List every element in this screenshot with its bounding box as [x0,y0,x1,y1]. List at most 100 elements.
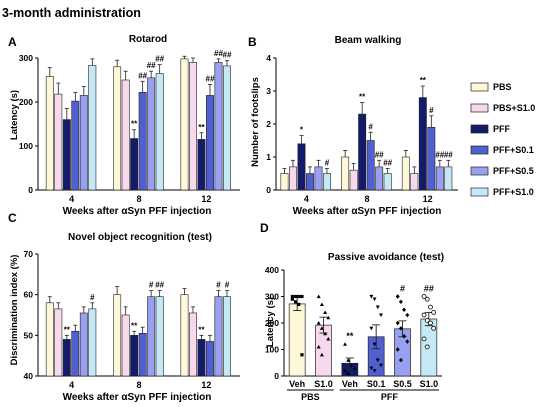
panel-a-bar [121,79,130,191]
panel-c-significance-mark: # [216,281,221,290]
panel-b-bar [410,173,419,191]
panel-d-data-point [346,371,351,375]
panel-d-data-point [293,294,298,299]
panel-d-data-point [319,352,324,357]
panel-c-x-tick-label: 8 [136,380,141,390]
panel-b-bar [401,156,410,191]
panel-d-data-point [372,342,377,347]
panel-d-data-point [378,363,383,368]
panel-d-bar [288,303,306,377]
panel-d-x-tick-label: Veh [342,379,358,389]
panel-b-significance-mark: # [429,106,434,115]
panel-a-significance-mark: ## [138,71,147,80]
panel-d-data-point [375,305,380,310]
panel-d-data-point [343,342,348,346]
panel-d-y-tick-label: 0 [274,371,279,381]
panel-d-data-point [290,297,294,301]
legend-label: PFF [493,124,511,134]
panel-d-significance-mark: # [400,284,405,294]
legend-swatch [470,166,489,176]
panel-a-bar [206,95,214,191]
panel-a-bar [155,73,164,191]
panel-d-data-point [346,358,351,362]
panel-b-bar [289,166,297,191]
panel-a-significance-mark: ## [214,49,223,58]
panel-d-x-tick-label: S1.0 [420,379,439,389]
panel-b-x-tick-label: 4 [304,194,309,204]
panel-c-y-tick-label: 70 [24,249,34,259]
panel-d-data-point [421,336,427,342]
panel-d-data-point [290,294,294,299]
panel-c-significance-mark: ** [64,325,71,334]
panel-b-significance-mark: ## [444,150,453,159]
panel-a-x-tick-label: 8 [136,194,141,204]
legend-swatch [470,103,489,113]
panel-d-data-point [395,320,400,326]
panel-c-bar [88,308,97,377]
panel-c-y-tick-label: 40 [24,371,34,381]
panel-c-bar [214,296,223,377]
panel-d-data-point [421,294,427,299]
panel-d-significance-mark: ** [346,331,354,341]
panel-d-data-point [343,368,348,373]
panel-d-data-point [297,294,301,299]
panel-c-significance-mark: ** [131,321,138,330]
panel-d-data-point [372,369,377,373]
legend-swatch [470,124,489,134]
panel-d-data-point [316,294,321,299]
panel-a-x-tick-label: 4 [69,194,74,204]
panel-a-y-tick-label: 0 [28,185,33,195]
panel-c-bar [79,312,88,377]
legend-swatch [470,82,489,92]
panel-d-data-point [326,336,331,341]
panel-d-x-tick-label: S1.0 [314,379,333,389]
legend-label: PFF+S0.1 [493,145,534,155]
panel-d-data-point [326,315,331,320]
panel-a-bar [113,66,122,191]
panel-d-y-tick-label: 100 [265,345,279,355]
legend-swatch [470,145,489,155]
legend: PBS PBS+S1.0 PFF PFF+S0.1 PFF+S0.5 PFF+S1.0 [470,82,535,197]
panel-a-y-tick-label: 300 [19,53,33,63]
panel-a-bar [197,139,206,191]
panel-d-data-point [300,353,304,357]
panel-d-data-point [398,357,403,363]
panel-b-y-tick-label: 0 [266,185,271,195]
panel-a-bar [62,119,71,191]
panel-c-x-tick-label: 12 [201,380,211,390]
panel-c-bar [197,339,206,377]
panel-c-significance-mark: # [90,293,95,302]
panel-a-bar [189,62,197,191]
panel-a-bar [71,100,80,191]
panel-d-data-point [428,320,433,326]
panel-c-bar [130,335,139,377]
panel-b-bar [366,140,375,191]
panel-d-data-point [369,366,374,371]
panel-c-bar [147,296,156,377]
panel-c-bar [180,294,189,377]
panel-b-y-tick-label: 3 [266,86,271,96]
panel-d-y-tick-label: 300 [265,292,279,302]
panel-b-significance-mark: ## [383,159,392,168]
panel-a-significance-mark: ## [206,74,215,83]
panel-b-significance-mark: # [325,159,330,168]
panel-d-data-point [297,302,301,307]
panel-a-y-tick-label: 200 [19,97,33,107]
panel-d-data-point [402,334,407,339]
panel-b-bar [341,156,350,191]
panel-d-group-label: PFF [381,392,399,402]
panel-a-bar [180,58,189,191]
panel-label-d: D [260,221,269,235]
panel-b-title: Beam walking [335,35,402,46]
panel-c-bar [62,339,71,377]
panel-label-b: B [248,35,257,49]
panel-c-bar [206,341,214,377]
panel-c-significance-mark: ** [198,325,205,334]
panel-b-bar [358,113,367,191]
panel-d-data-point [402,307,407,312]
panel-c-bar [113,294,122,377]
legend-label: PFF+S0.5 [493,166,534,176]
panel-d-data-point [424,296,430,302]
